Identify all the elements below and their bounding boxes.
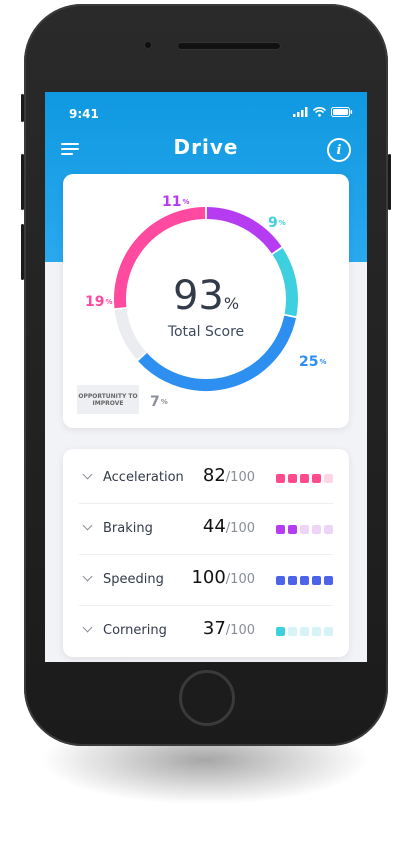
rating-dot bbox=[300, 525, 309, 534]
rating-dot bbox=[324, 474, 333, 483]
metric-score-value: 37 bbox=[202, 618, 226, 639]
segment-value: 25 bbox=[299, 354, 319, 370]
segment-value: 19 bbox=[85, 294, 105, 310]
home-button[interactable] bbox=[179, 670, 235, 726]
chevron-down-icon[interactable] bbox=[82, 469, 93, 480]
donut-segment-7 bbox=[114, 308, 146, 360]
rating-dot bbox=[324, 627, 333, 636]
percent-symbol: % bbox=[182, 198, 190, 206]
metric-row-cornering[interactable]: Cornering 37/100 bbox=[79, 606, 333, 657]
opportunity-to-improve-badge[interactable]: OPPORTUNITY TO IMPROVE bbox=[77, 385, 139, 414]
hamburger-icon[interactable] bbox=[61, 142, 79, 156]
rating-dot bbox=[312, 576, 321, 585]
metric-score-denominator: /100 bbox=[225, 470, 255, 485]
front-camera bbox=[143, 40, 153, 50]
rating-dot bbox=[300, 576, 309, 585]
chevron-down-icon[interactable] bbox=[82, 520, 93, 531]
app-screen: 9:41 Drive i bbox=[45, 92, 367, 662]
power-button bbox=[388, 154, 391, 210]
segment-value: 11 bbox=[162, 194, 182, 210]
rating-dot bbox=[276, 576, 285, 585]
metric-row-speeding[interactable]: Speeding 100/100 bbox=[79, 555, 333, 606]
mute-switch bbox=[21, 94, 24, 122]
metric-score: 44/100 bbox=[203, 516, 255, 537]
segment-label-19: 19% bbox=[85, 295, 113, 309]
rating-dots bbox=[276, 525, 333, 534]
score-donut-chart bbox=[114, 207, 298, 391]
percent-symbol: % bbox=[319, 358, 327, 366]
metric-score: 37/100 bbox=[203, 618, 255, 639]
metric-score: 100/100 bbox=[191, 567, 255, 588]
score-card: 11% 9% 25% 7% 19% 93% Total Score OPPORT… bbox=[63, 174, 349, 428]
status-icons bbox=[293, 107, 353, 117]
segment-label-7: 7% bbox=[150, 395, 168, 409]
percent-symbol: % bbox=[105, 298, 113, 306]
metric-score-denominator: /100 bbox=[225, 572, 255, 587]
metric-score-value: 44 bbox=[202, 516, 226, 537]
rating-dot bbox=[312, 525, 321, 534]
wifi-icon bbox=[313, 107, 326, 117]
score-unit: % bbox=[223, 294, 240, 313]
metric-label: Braking bbox=[103, 521, 153, 536]
page-title: Drive bbox=[173, 135, 239, 159]
rating-dots bbox=[276, 576, 333, 585]
rating-dot bbox=[288, 576, 297, 585]
metric-label: Cornering bbox=[103, 623, 167, 638]
rating-dot bbox=[276, 627, 285, 636]
rating-dot bbox=[300, 627, 309, 636]
rating-dots bbox=[276, 474, 333, 483]
chevron-down-icon[interactable] bbox=[82, 622, 93, 633]
rating-dot bbox=[288, 525, 297, 534]
rating-dots bbox=[276, 627, 333, 636]
metric-score-denominator: /100 bbox=[225, 521, 255, 536]
rating-dot bbox=[288, 627, 297, 636]
metric-score-value: 100 bbox=[191, 567, 226, 588]
volume-down-button bbox=[21, 224, 24, 280]
chevron-down-icon[interactable] bbox=[82, 571, 93, 582]
segment-value: 9 bbox=[268, 215, 278, 231]
donut-segment-19 bbox=[114, 207, 206, 309]
rating-dot bbox=[276, 525, 285, 534]
total-score-caption: Total Score bbox=[167, 324, 245, 340]
volume-up-button bbox=[21, 154, 24, 210]
segment-label-25: 25% bbox=[299, 355, 327, 369]
segment-label-11: 11% bbox=[162, 195, 190, 209]
metric-row-acceleration[interactable]: Acceleration 82/100 bbox=[79, 453, 333, 504]
signal-icon bbox=[293, 107, 308, 117]
metrics-card: Acceleration 82/100 Braking 44/100 Speed… bbox=[63, 449, 349, 657]
metric-row-braking[interactable]: Braking 44/100 bbox=[79, 504, 333, 555]
donut-segment-11 bbox=[206, 207, 282, 254]
metric-score-denominator: /100 bbox=[225, 623, 255, 638]
rating-dot bbox=[312, 474, 321, 483]
badge-text: OPPORTUNITY TO IMPROVE bbox=[78, 392, 138, 407]
earpiece-speaker bbox=[177, 42, 281, 50]
score-number: 93 bbox=[172, 273, 224, 319]
percent-symbol: % bbox=[160, 398, 168, 406]
rating-dot bbox=[324, 525, 333, 534]
status-time: 9:41 bbox=[69, 107, 99, 121]
rating-dot bbox=[312, 627, 321, 636]
total-score-value: 93% bbox=[156, 274, 256, 326]
battery-icon bbox=[331, 107, 353, 117]
rating-dot bbox=[324, 576, 333, 585]
rating-dot bbox=[288, 474, 297, 483]
info-icon[interactable]: i bbox=[327, 138, 351, 162]
rating-dot bbox=[300, 474, 309, 483]
phone-frame: 9:41 Drive i bbox=[21, 4, 391, 746]
rating-dot bbox=[276, 474, 285, 483]
metric-label: Speeding bbox=[103, 572, 164, 587]
segment-label-9: 9% bbox=[268, 216, 286, 230]
info-glyph: i bbox=[336, 142, 342, 158]
percent-symbol: % bbox=[278, 219, 286, 227]
metric-label: Acceleration bbox=[103, 470, 184, 485]
donut-segment-25 bbox=[138, 315, 296, 391]
segment-value: 7 bbox=[150, 394, 160, 410]
metric-score-value: 82 bbox=[202, 465, 226, 486]
metric-score: 82/100 bbox=[203, 465, 255, 486]
donut-segment-9 bbox=[272, 248, 298, 317]
